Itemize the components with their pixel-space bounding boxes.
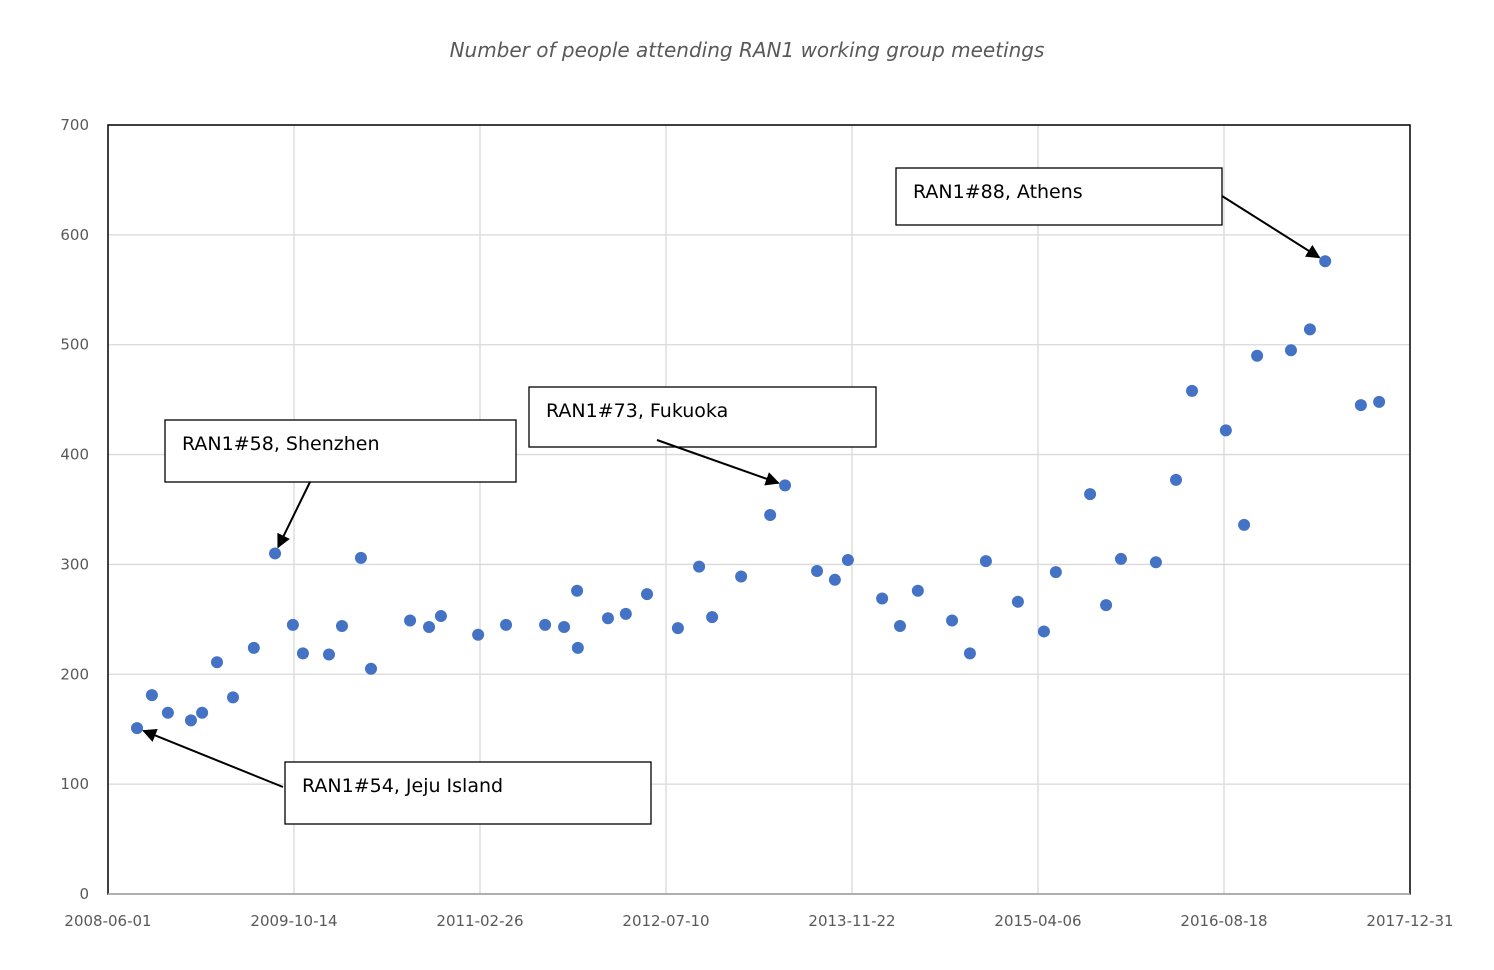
data-point: [1186, 384, 1199, 397]
data-point: [1251, 349, 1264, 362]
data-point: [671, 622, 684, 635]
data-point: [1084, 488, 1097, 501]
data-point: [779, 479, 792, 492]
data-point: [571, 641, 584, 654]
data-point: [1100, 599, 1113, 612]
data-point: [693, 560, 706, 573]
annotation-box: [528, 386, 877, 448]
x-tick-label: 2012-07-10: [622, 912, 709, 930]
data-point: [472, 628, 485, 641]
y-tick-label: 400: [60, 446, 89, 464]
chart-title: Number of people attending RAN1 working …: [449, 38, 1045, 62]
data-point: [500, 618, 513, 631]
data-point: [735, 570, 748, 583]
data-point: [706, 611, 719, 624]
data-point: [1037, 625, 1050, 638]
y-tick-label: 200: [60, 665, 89, 683]
data-point: [1011, 595, 1024, 608]
data-point: [404, 614, 417, 627]
annotation-arrow: [142, 728, 284, 788]
data-point: [641, 588, 654, 601]
data-point: [963, 647, 976, 660]
data-point: [946, 614, 959, 627]
annotation-box: [284, 761, 652, 825]
y-tick-label: 500: [60, 336, 89, 354]
annotation-arrow: [1221, 195, 1321, 259]
data-point: [210, 656, 223, 669]
x-tick-label: 2016-08-18: [1180, 912, 1267, 930]
data-point: [841, 554, 854, 567]
data-point: [354, 551, 367, 564]
data-point: [1219, 424, 1232, 437]
x-tick-label: 2017-12-31: [1366, 912, 1453, 930]
annotation-label: RAN1#58, Shenzhen: [182, 433, 380, 455]
data-point: [226, 691, 239, 704]
data-point: [269, 547, 282, 560]
x-tick-label: 2008-06-01: [64, 912, 151, 930]
data-point: [571, 584, 584, 597]
data-point: [335, 619, 348, 632]
annotation-label: RAN1#73, Fukuoka: [546, 400, 728, 422]
data-point: [828, 573, 841, 586]
data-point: [145, 689, 158, 702]
data-point: [558, 621, 571, 634]
y-tick-label: 600: [60, 226, 89, 244]
annotation-label: RAN1#54, Jeju Island: [302, 775, 503, 797]
y-tick-label: 700: [60, 116, 89, 134]
annotation-box: [895, 167, 1223, 226]
data-point: [365, 662, 378, 675]
data-point: [131, 722, 144, 735]
annotation-box: [164, 419, 517, 483]
data-point: [619, 607, 632, 620]
data-point: [184, 714, 197, 727]
y-tick-label: 300: [60, 555, 89, 573]
data-point: [1049, 566, 1062, 579]
data-point: [1170, 473, 1183, 486]
x-tick-label: 2011-02-26: [436, 912, 523, 930]
data-point: [1354, 399, 1367, 412]
x-tick-label: 2009-10-14: [250, 912, 337, 930]
data-point: [1238, 518, 1251, 531]
data-point: [601, 612, 614, 625]
x-tick-label: 2015-04-06: [994, 912, 1081, 930]
data-point: [1373, 395, 1386, 408]
data-point: [1303, 323, 1316, 336]
y-tick-label: 100: [60, 775, 89, 793]
data-point: [434, 610, 447, 623]
data-point: [1149, 556, 1162, 569]
data-point: [1284, 344, 1297, 357]
data-point: [322, 648, 335, 661]
data-point: [911, 584, 924, 597]
data-point: [876, 592, 889, 605]
data-point: [539, 618, 552, 631]
data-point: [1319, 255, 1332, 268]
data-point: [423, 621, 436, 634]
data-point: [979, 555, 992, 568]
data-point: [296, 647, 309, 660]
annotation-arrow: [277, 481, 311, 549]
data-point: [247, 641, 260, 654]
annotation-label: RAN1#88, Athens: [913, 181, 1083, 203]
data-point: [893, 619, 906, 632]
data-point: [811, 565, 824, 578]
data-point: [286, 618, 299, 631]
data-point: [196, 706, 209, 719]
y-tick-label: 0: [79, 885, 89, 903]
data-point: [764, 508, 777, 521]
x-tick-label: 2013-11-22: [808, 912, 895, 930]
data-point: [1114, 552, 1127, 565]
data-point: [161, 706, 174, 719]
annotation-arrow: [656, 439, 780, 486]
